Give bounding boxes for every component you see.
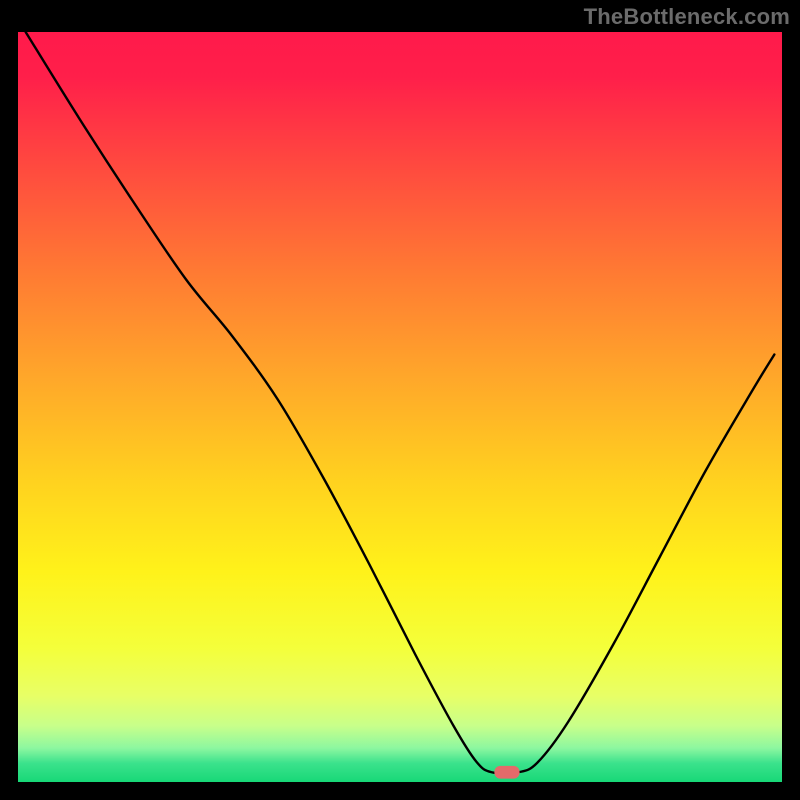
plot-area [18, 32, 782, 782]
optimal-marker [494, 766, 519, 779]
chart-frame: TheBottleneck.com [0, 0, 800, 800]
gradient-background [18, 32, 782, 782]
watermark-text: TheBottleneck.com [584, 4, 790, 30]
